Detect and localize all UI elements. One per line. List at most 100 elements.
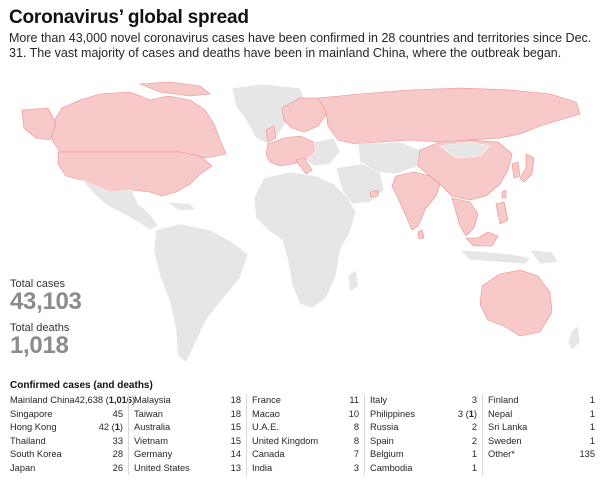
cases-value: 1 (471, 449, 477, 459)
cases-value: 2 (471, 422, 477, 432)
table-row: Cambodia 1 (370, 462, 477, 476)
table-row: Germany 14 (134, 448, 241, 462)
cases-value: 18 (230, 395, 241, 405)
country-name: U.A.E. (252, 422, 279, 432)
country-name: Other* (488, 449, 515, 459)
country-name: Hong Kong (10, 422, 57, 432)
country-name: France (252, 395, 281, 405)
region-korea (511, 161, 521, 179)
country-name: Sweden (488, 435, 522, 446)
cases-value: 8 (353, 422, 359, 432)
region-italy (295, 157, 313, 175)
region-africa (253, 171, 357, 309)
region-china (417, 139, 513, 201)
table-row: Other* 135 (488, 448, 595, 462)
table-column: Finland 1 Nepal 1 Sri Lanka 1 Sweden 1 Other* 135 (482, 394, 600, 475)
country-name: United Kingdom (252, 435, 319, 446)
world-map (21, 81, 581, 363)
region-india (391, 171, 441, 231)
table-row: Belgium 1 (370, 448, 477, 462)
region-canada-islands (139, 81, 211, 97)
case-count: 45 (113, 408, 123, 422)
table-row: Macao 10 (252, 408, 359, 422)
cases-value: 11 (349, 395, 359, 405)
total-deaths-value: 1,018 (10, 332, 69, 359)
table-row: Russia 2 (370, 421, 477, 435)
total-cases-value: 43,103 (10, 288, 82, 315)
cases-value: 1 (471, 462, 477, 473)
description: More than 43,000 novel coronavirus cases… (9, 31, 592, 60)
country-name: Italy (370, 395, 388, 405)
cases-value: 2 (471, 435, 477, 446)
deaths-value: 1,016 (108, 395, 132, 405)
region-new-guinea (529, 249, 559, 265)
country-name: Spain (370, 435, 394, 446)
table-row: Malaysia 18 (134, 394, 241, 408)
case-count: 42 (1) (98, 422, 123, 432)
table-column: France 11 Macao 10 U.A.E. 8 United Kingdom 8 Can… (246, 394, 364, 475)
case-count: 15 (231, 421, 241, 435)
case-count: 1 (472, 448, 477, 462)
case-count: 1 (590, 394, 595, 408)
region-indonesia (459, 249, 531, 265)
total-deaths-label: Total deaths (10, 322, 70, 334)
case-count: 14 (231, 448, 241, 462)
case-count: 3 (1) (457, 408, 477, 419)
case-count: 11 (349, 394, 359, 408)
case-count: 18 (231, 394, 241, 408)
country-name: Nepal (488, 408, 513, 419)
case-count: 2 (472, 435, 477, 449)
cases-value: 8 (353, 435, 359, 446)
table-column: Italy 3 Philippines 3 (1) Russia 2 Spain 2 Belgi… (364, 394, 482, 475)
region-uk (265, 125, 277, 143)
case-count: 15 (231, 435, 241, 449)
region-madagascar (347, 269, 359, 293)
table-row: United States 13 (134, 462, 241, 476)
cases-value: 10 (348, 408, 359, 419)
country-name: United States (134, 462, 190, 473)
region-mongolia (439, 141, 491, 159)
table-row: Japan 26 (10, 462, 123, 476)
country-name: Australia (134, 422, 171, 432)
table-row: India 3 (252, 462, 359, 476)
table-row: Finland 1 (488, 394, 595, 408)
table-row: United Kingdom 8 (252, 435, 359, 449)
deaths-value: 1 (468, 408, 474, 419)
table-row: Hong Kong 42 (1) (10, 421, 123, 435)
table-row: Taiwan 18 (134, 408, 241, 422)
country-name: Japan (10, 462, 36, 473)
table-row: Spain 2 (370, 435, 477, 449)
region-central-asia (357, 141, 421, 175)
case-count: 3 (472, 394, 477, 408)
country-name: Mainland China (10, 395, 75, 405)
cases-value: 28 (112, 449, 123, 459)
case-count: 18 (231, 408, 241, 422)
country-name: Belgium (370, 449, 404, 459)
region-taiwan (501, 189, 507, 199)
cases-value: 1 (589, 408, 595, 419)
region-south-america (153, 223, 249, 363)
table-title: Confirmed cases (and deaths) (10, 380, 153, 391)
case-count: 33 (113, 435, 123, 449)
cases-value: 3 (471, 395, 477, 405)
case-count: 8 (354, 421, 359, 435)
region-alaska (21, 107, 57, 141)
country-name: Singapore (10, 408, 53, 419)
region-eastern-europe (305, 137, 341, 167)
case-count: 3 (354, 462, 359, 476)
region-caribbean (167, 201, 197, 211)
region-malaysia (465, 231, 499, 247)
table-row: Canada 7 (252, 448, 359, 462)
country-name: Vietnam (134, 435, 168, 446)
table-row: Thailand 33 (10, 435, 123, 449)
cases-value: 1 (589, 435, 595, 446)
table-row: Philippines 3 (1) (370, 408, 477, 422)
region-scandinavia (281, 97, 329, 133)
cases-value: 3 (457, 408, 464, 419)
case-count: 42,638 (1,016) (74, 395, 136, 405)
table-row: U.A.E. 8 (252, 421, 359, 435)
case-count: 1 (590, 435, 595, 449)
deaths-value: 1 (114, 422, 120, 432)
country-name: Canada (252, 449, 285, 459)
case-count: 2 (472, 421, 477, 435)
